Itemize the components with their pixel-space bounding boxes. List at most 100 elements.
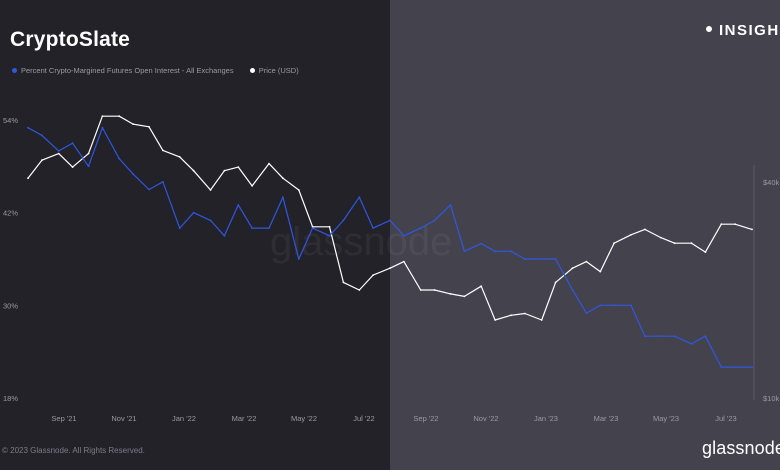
oi-point-19 (311, 227, 314, 230)
price-point-43 (673, 242, 676, 245)
oi-point-41 (644, 335, 646, 338)
price-point-33 (524, 312, 526, 315)
oi-point-9 (162, 180, 164, 183)
brand-title: CryptoSlate (10, 28, 131, 51)
x-tick-label: Jul '22 (353, 414, 374, 423)
price-point-14 (237, 166, 240, 169)
price-point-13 (223, 169, 226, 172)
oi-point-44 (690, 343, 693, 345)
y-right-tick-label: $40k (763, 178, 780, 187)
legend: Percent Crypto-Margined Futures Open Int… (12, 66, 313, 75)
oi-point-42 (659, 335, 662, 338)
price-point-44 (690, 242, 693, 245)
oi-point-3 (71, 142, 74, 145)
oi-point-4 (87, 165, 90, 168)
oi-point-24 (389, 219, 391, 222)
price-point-28 (449, 293, 452, 295)
x-tick-label: May '23 (653, 414, 679, 423)
price-point-26 (419, 289, 422, 291)
price-point-36 (571, 267, 574, 270)
insights-badge: INSIGH (706, 22, 780, 39)
oi-point-10 (178, 227, 181, 230)
oi-point-11 (192, 211, 195, 214)
oi-point-18 (297, 258, 300, 260)
copyright-text: 2023 Glassnode. All Rights Reserved. (10, 446, 145, 455)
price-point-0 (27, 177, 29, 180)
oi-point-21 (342, 219, 345, 222)
price-point-5 (101, 115, 104, 118)
price-point-29 (463, 295, 466, 298)
x-tick-label: Nov '21 (111, 414, 136, 423)
x-tick-label: Jan '23 (534, 414, 558, 423)
y-left-tick-label: 42% (3, 209, 18, 218)
x-tick-label: Mar '22 (232, 414, 257, 423)
oi-point-27 (433, 219, 436, 222)
y-left-tick-label: 18% (3, 394, 18, 403)
series-line-price (27, 115, 753, 321)
oi-point-0 (27, 126, 29, 129)
price-point-20 (328, 225, 331, 228)
x-tick-label: Mar '23 (594, 414, 619, 423)
legend-swatch-price (249, 67, 255, 73)
oi-point-38 (599, 304, 602, 307)
price-point-11 (192, 169, 195, 172)
x-tick-label: Sep '21 (51, 414, 76, 423)
oi-point-6 (118, 157, 121, 160)
oi-point-17 (282, 196, 284, 199)
legend-label-price: Price (USD) (258, 66, 299, 75)
price-point-12 (209, 189, 212, 191)
y-left-tick-label: 30% (3, 301, 18, 310)
price-point-22 (358, 289, 361, 291)
oi-point-7 (132, 173, 135, 176)
x-tick-label: Nov '22 (473, 414, 498, 423)
y-axis-right: $40k $10k (753, 165, 780, 403)
price-point-30 (480, 285, 483, 288)
legend-swatch-oi (12, 67, 17, 73)
oi-point-2 (57, 150, 60, 152)
oi-point-28 (449, 204, 452, 206)
price-point-38 (599, 270, 602, 273)
x-tick-label: Jan '22 (172, 414, 196, 423)
oi-point-35 (554, 258, 557, 260)
x-axis: Sep '21 Nov '21 Jan '22 Mar '22 May '22 Jul '… (51, 414, 736, 423)
price-point-27 (433, 289, 436, 291)
price-point-6 (118, 115, 121, 118)
price-point-21 (342, 281, 345, 284)
x-tick-label: Sep '22 (413, 414, 438, 423)
price-point-1 (41, 159, 43, 162)
oi-point-36 (571, 289, 574, 291)
price-point-2 (57, 152, 60, 155)
price-point-40 (630, 233, 632, 236)
price-point-7 (132, 123, 135, 125)
price-point-9 (162, 149, 164, 152)
oi-point-14 (237, 204, 240, 206)
legend-label-oi: Percent Crypto-Margined Futures Open Int… (21, 66, 234, 75)
oi-point-45 (704, 335, 707, 338)
price-point-23 (372, 274, 374, 276)
oi-point-46 (720, 366, 723, 368)
y-axis-left: 54% 42% 30% 18% (3, 116, 18, 403)
price-point-35 (554, 281, 557, 284)
oi-point-23 (372, 227, 374, 230)
price-point-45 (704, 251, 707, 254)
legend-item-oi: Percent Crypto-Margined Futures Open Int… (12, 66, 234, 75)
price-point-48 (751, 228, 753, 231)
oi-point-43 (673, 335, 676, 338)
oi-point-25 (403, 234, 405, 237)
price-point-19 (311, 225, 314, 228)
price-point-31 (494, 319, 496, 321)
plot-area (27, 115, 753, 368)
watermark: glassnode (270, 220, 452, 264)
legend-item-price: Price (USD) (249, 66, 299, 75)
copyright-note: © 2023 Glassnode. All Rights Reserved. (2, 446, 145, 455)
insights-label: INSIGH (719, 22, 780, 39)
oi-point-39 (613, 304, 615, 307)
oi-point-20 (328, 234, 331, 237)
oi-point-40 (630, 304, 632, 307)
price-point-4 (87, 152, 90, 155)
oi-point-47 (734, 366, 736, 368)
oi-point-12 (209, 219, 212, 222)
price-point-41 (644, 228, 646, 231)
